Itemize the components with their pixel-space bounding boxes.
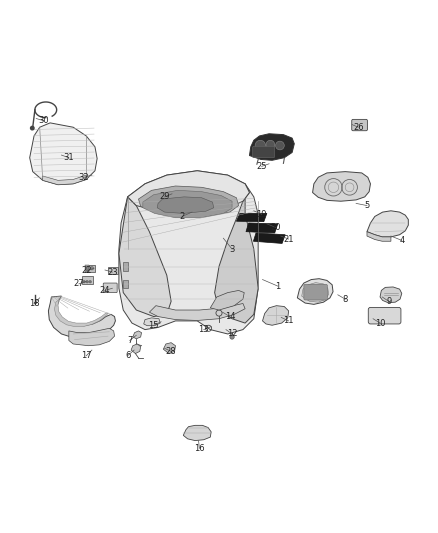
Polygon shape (367, 211, 408, 237)
Text: 31: 31 (64, 153, 74, 162)
Polygon shape (210, 290, 244, 310)
FancyBboxPatch shape (103, 283, 117, 293)
Polygon shape (297, 279, 333, 304)
Text: 20: 20 (270, 223, 281, 232)
Bar (123, 262, 128, 271)
Bar (123, 279, 128, 288)
FancyBboxPatch shape (368, 308, 401, 324)
Polygon shape (131, 344, 141, 353)
Polygon shape (43, 175, 86, 184)
Text: 10: 10 (375, 319, 385, 328)
Text: 3: 3 (230, 245, 235, 254)
Polygon shape (144, 318, 160, 326)
Text: 24: 24 (100, 286, 110, 295)
Bar (82, 276, 93, 284)
Text: 21: 21 (283, 235, 294, 244)
Polygon shape (119, 197, 171, 317)
Text: 15: 15 (148, 321, 159, 330)
Circle shape (86, 280, 88, 283)
Circle shape (255, 140, 265, 151)
Text: 18: 18 (29, 299, 39, 308)
Text: 11: 11 (283, 317, 294, 326)
Polygon shape (48, 296, 116, 338)
Text: 19: 19 (256, 210, 267, 219)
Polygon shape (246, 223, 278, 233)
FancyBboxPatch shape (253, 147, 275, 158)
Text: 32: 32 (79, 173, 89, 182)
Circle shape (90, 266, 94, 270)
Polygon shape (250, 134, 294, 160)
Text: 12: 12 (227, 329, 237, 338)
Polygon shape (149, 303, 245, 320)
Text: 28: 28 (166, 347, 177, 356)
FancyBboxPatch shape (304, 284, 327, 300)
Text: 9: 9 (386, 297, 392, 306)
Polygon shape (237, 213, 267, 222)
Circle shape (230, 335, 234, 339)
Text: 4: 4 (399, 236, 404, 245)
Text: 23: 23 (107, 268, 118, 277)
Polygon shape (54, 300, 109, 327)
Text: 29: 29 (159, 192, 170, 201)
Polygon shape (34, 302, 37, 305)
Polygon shape (163, 343, 176, 353)
Bar (85, 265, 89, 272)
Polygon shape (127, 171, 250, 214)
Text: 27: 27 (74, 279, 84, 288)
Text: 5: 5 (364, 201, 370, 210)
Text: 6: 6 (125, 351, 130, 360)
Circle shape (31, 126, 34, 130)
Polygon shape (253, 233, 285, 244)
Bar (85, 265, 95, 272)
Polygon shape (184, 425, 211, 441)
FancyBboxPatch shape (352, 119, 367, 131)
Text: 17: 17 (81, 351, 92, 360)
Polygon shape (163, 192, 182, 197)
Polygon shape (143, 190, 232, 218)
Circle shape (89, 280, 92, 283)
Polygon shape (262, 305, 289, 325)
Circle shape (266, 140, 275, 149)
Polygon shape (69, 328, 115, 346)
Text: 14: 14 (225, 312, 235, 321)
Text: 26: 26 (353, 123, 364, 132)
Text: 22: 22 (81, 266, 92, 276)
Bar (108, 267, 117, 274)
Text: 25: 25 (256, 162, 267, 171)
Text: 7: 7 (127, 336, 132, 345)
Text: 8: 8 (343, 295, 348, 304)
Circle shape (85, 266, 89, 270)
Circle shape (276, 141, 284, 150)
Polygon shape (153, 190, 166, 197)
Polygon shape (380, 287, 402, 303)
Polygon shape (119, 171, 258, 334)
Polygon shape (313, 172, 371, 201)
Text: 2: 2 (180, 212, 185, 221)
Polygon shape (133, 331, 141, 339)
Polygon shape (30, 123, 97, 184)
Polygon shape (157, 197, 214, 213)
Text: 30: 30 (38, 116, 49, 125)
Text: 1: 1 (275, 281, 280, 290)
Polygon shape (138, 186, 239, 216)
Polygon shape (215, 184, 258, 323)
Polygon shape (367, 232, 391, 241)
Text: 16: 16 (194, 444, 205, 453)
Polygon shape (302, 282, 328, 302)
Text: 13: 13 (198, 325, 209, 334)
Circle shape (83, 280, 85, 283)
